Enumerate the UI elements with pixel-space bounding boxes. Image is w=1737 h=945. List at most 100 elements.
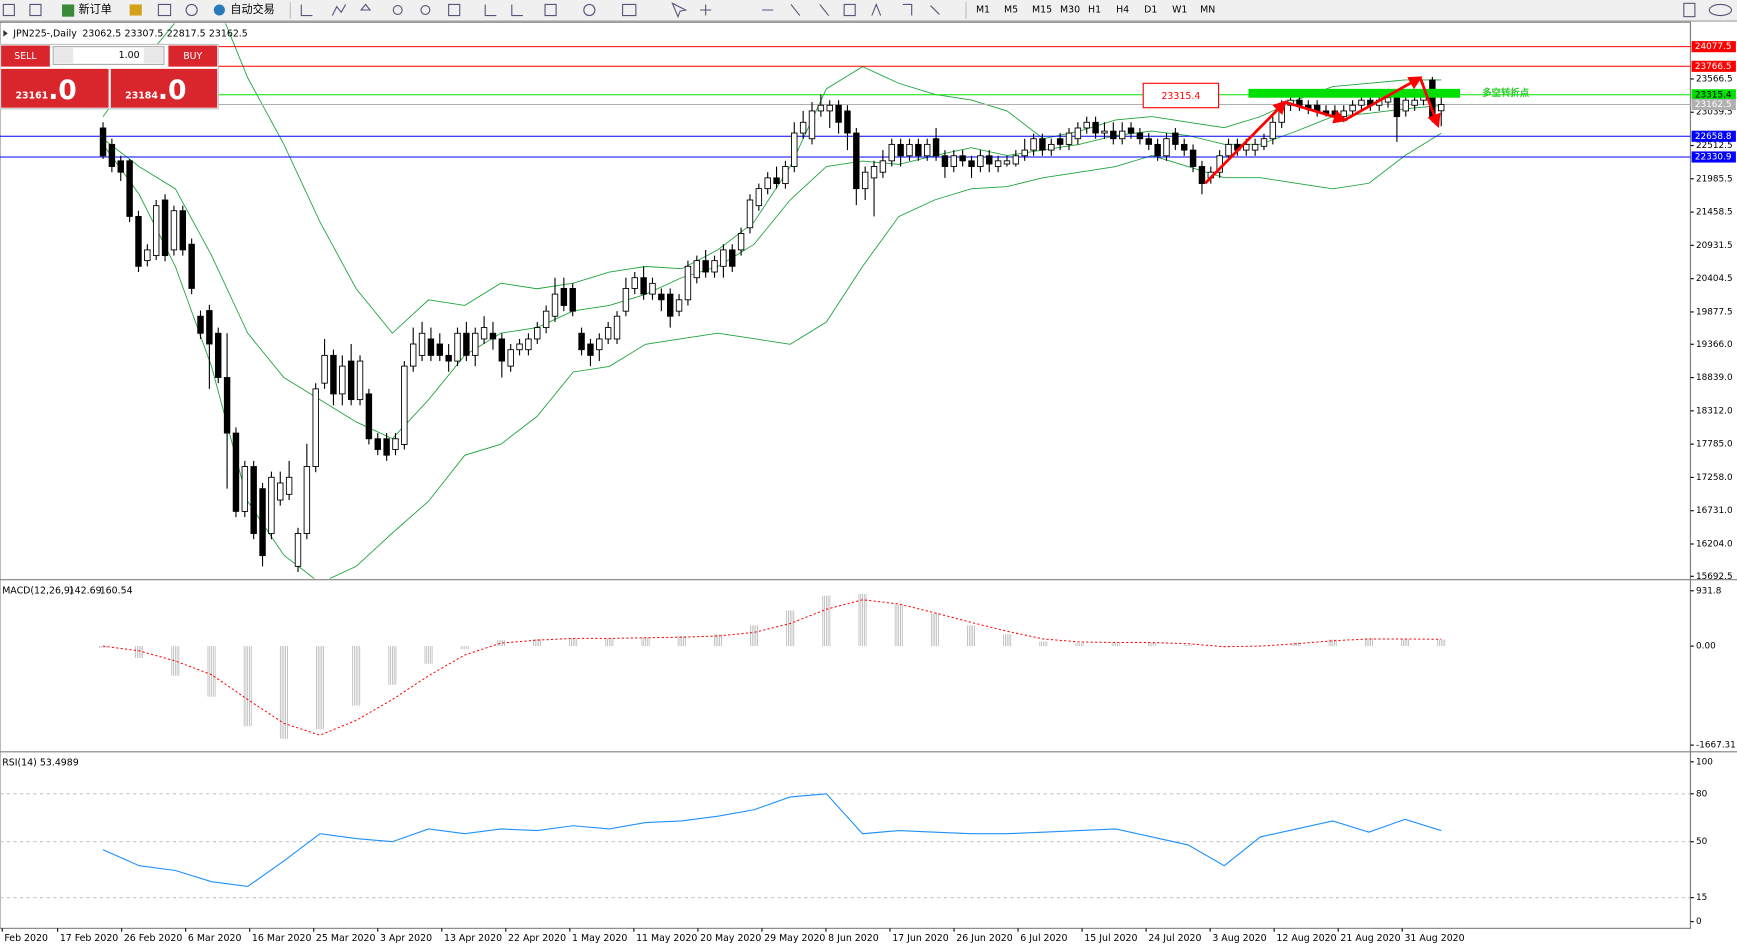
x-tick-label: 29 May 2020 xyxy=(764,933,825,944)
candle-body xyxy=(525,338,532,351)
header-icon xyxy=(3,29,8,37)
y-tick-label: 21985.5 xyxy=(1696,174,1733,184)
price-tag xyxy=(1691,151,1736,163)
candle-body xyxy=(472,332,479,356)
sell-price: 23161.0 xyxy=(16,75,77,106)
y-tick-label: 50 xyxy=(1696,837,1708,847)
high: 23307.5 xyxy=(125,28,164,39)
timeframe-button[interactable]: H1 xyxy=(1088,4,1101,15)
timeframe-button[interactable]: MN xyxy=(1200,4,1215,15)
symbol: JPN225-,Daily xyxy=(12,28,77,39)
icon[interactable] xyxy=(29,3,42,17)
candle-body xyxy=(1092,121,1099,134)
pivot-label: 23315.4 xyxy=(1161,91,1200,102)
candle-body xyxy=(1110,130,1117,140)
x-tick-label: 12 Aug 2020 xyxy=(1276,933,1336,944)
price-tag xyxy=(1691,98,1736,111)
candle-body xyxy=(418,332,426,356)
candle-body xyxy=(347,360,355,401)
candle-body xyxy=(604,327,612,340)
candle-body xyxy=(861,171,869,190)
candle-body xyxy=(897,143,904,157)
x-tick-label: 11 May 2020 xyxy=(636,933,697,944)
candle-body xyxy=(1127,127,1135,134)
candle-body xyxy=(879,160,887,173)
candle-body xyxy=(241,466,249,512)
toolbar xyxy=(0,0,1737,22)
candle-body xyxy=(1358,99,1365,106)
x-tick-label: 24 Jul 2020 xyxy=(1148,933,1201,944)
timeframe-button[interactable]: D1 xyxy=(1144,4,1157,15)
candle-body xyxy=(941,155,949,167)
icon[interactable] xyxy=(2,3,15,17)
sell-button[interactable] xyxy=(1,45,50,67)
lots-up[interactable] xyxy=(144,47,163,64)
candle-body xyxy=(303,466,311,534)
macd-panel xyxy=(99,593,1446,739)
x-tick-label: 15 Jul 2020 xyxy=(1084,933,1137,944)
candle-body xyxy=(870,166,878,179)
y-tick-label: 16731.0 xyxy=(1696,506,1733,516)
lots-down[interactable] xyxy=(54,47,74,64)
candle-body xyxy=(392,438,399,450)
candle-body xyxy=(1154,143,1161,157)
buy-price-main: 23184 xyxy=(125,90,158,101)
y-tick-label: 20931.5 xyxy=(1696,241,1733,251)
sell-price-box[interactable] xyxy=(1,68,109,108)
candle-body xyxy=(117,160,124,173)
trade-panel: SELL BUY 1.00 23161.0 23184.0 xyxy=(0,43,219,110)
new-order-button[interactable]: 新订单 xyxy=(79,2,112,16)
icon[interactable] xyxy=(62,4,75,17)
icon[interactable] xyxy=(129,4,142,16)
candle-body xyxy=(915,143,922,157)
x-tick-label: 8 Jun 2020 xyxy=(828,933,879,944)
bollinger-upper xyxy=(102,23,1442,334)
bollinger-middle xyxy=(102,105,1442,440)
auto-trading-button[interactable]: 自动交易 xyxy=(230,2,274,16)
y-tick-label: 0.00 xyxy=(1696,642,1716,652)
y-tick-label: 0 xyxy=(1696,917,1702,927)
timeframe-button[interactable]: W1 xyxy=(1172,4,1187,15)
timeframe-button[interactable]: M1 xyxy=(976,4,990,15)
candle-body xyxy=(463,332,470,356)
icon[interactable] xyxy=(300,2,940,19)
buy-button[interactable] xyxy=(168,45,218,67)
x-tick-label: 3 Apr 2020 xyxy=(380,933,432,944)
x-tick-label: 26 Jun 2020 xyxy=(956,933,1013,944)
candle-body xyxy=(1039,138,1046,151)
candle-body xyxy=(622,287,630,312)
open: 23062.5 xyxy=(82,28,121,39)
timeframe-button[interactable]: M5 xyxy=(1004,4,1018,15)
x-tick-label: 16 Mar 2020 xyxy=(252,933,312,944)
x-tick-label: 6 Mar 2020 xyxy=(188,933,242,944)
icon[interactable] xyxy=(1683,2,1696,18)
y-tick-label: 18839.0 xyxy=(1696,373,1733,383)
timeframe-button[interactable]: M30 xyxy=(1060,4,1080,15)
icon[interactable] xyxy=(157,3,172,17)
icon[interactable] xyxy=(185,3,198,17)
candle-body xyxy=(170,210,178,251)
arrow xyxy=(1418,77,1441,129)
indicator-reading: 53.4989 xyxy=(40,757,79,768)
buy-label[interactable]: BUY xyxy=(183,51,202,62)
candle-body xyxy=(720,249,727,267)
candle-body xyxy=(826,104,833,112)
price-tag-label: 24077.5 xyxy=(1695,42,1732,52)
indicator-reading: 160.54 xyxy=(100,585,133,596)
timeframe-button[interactable]: M15 xyxy=(1032,4,1052,15)
lots-value[interactable]: 1.00 xyxy=(119,50,140,61)
candle-body xyxy=(321,354,328,384)
sell-label[interactable]: SELL xyxy=(14,51,37,62)
timeframe-button[interactable]: H4 xyxy=(1116,4,1129,15)
icon[interactable] xyxy=(213,4,225,16)
y-tick-label: 23566.5 xyxy=(1696,74,1733,84)
price-tag xyxy=(1691,89,1736,101)
indicator-title: RSI(14) xyxy=(2,757,37,768)
icon[interactable] xyxy=(1708,3,1733,17)
lots-field[interactable] xyxy=(52,46,165,65)
candle-body xyxy=(516,343,523,351)
low: 22817.5 xyxy=(167,28,206,39)
buy-price-box[interactable] xyxy=(110,68,218,108)
candle-body xyxy=(631,277,638,289)
